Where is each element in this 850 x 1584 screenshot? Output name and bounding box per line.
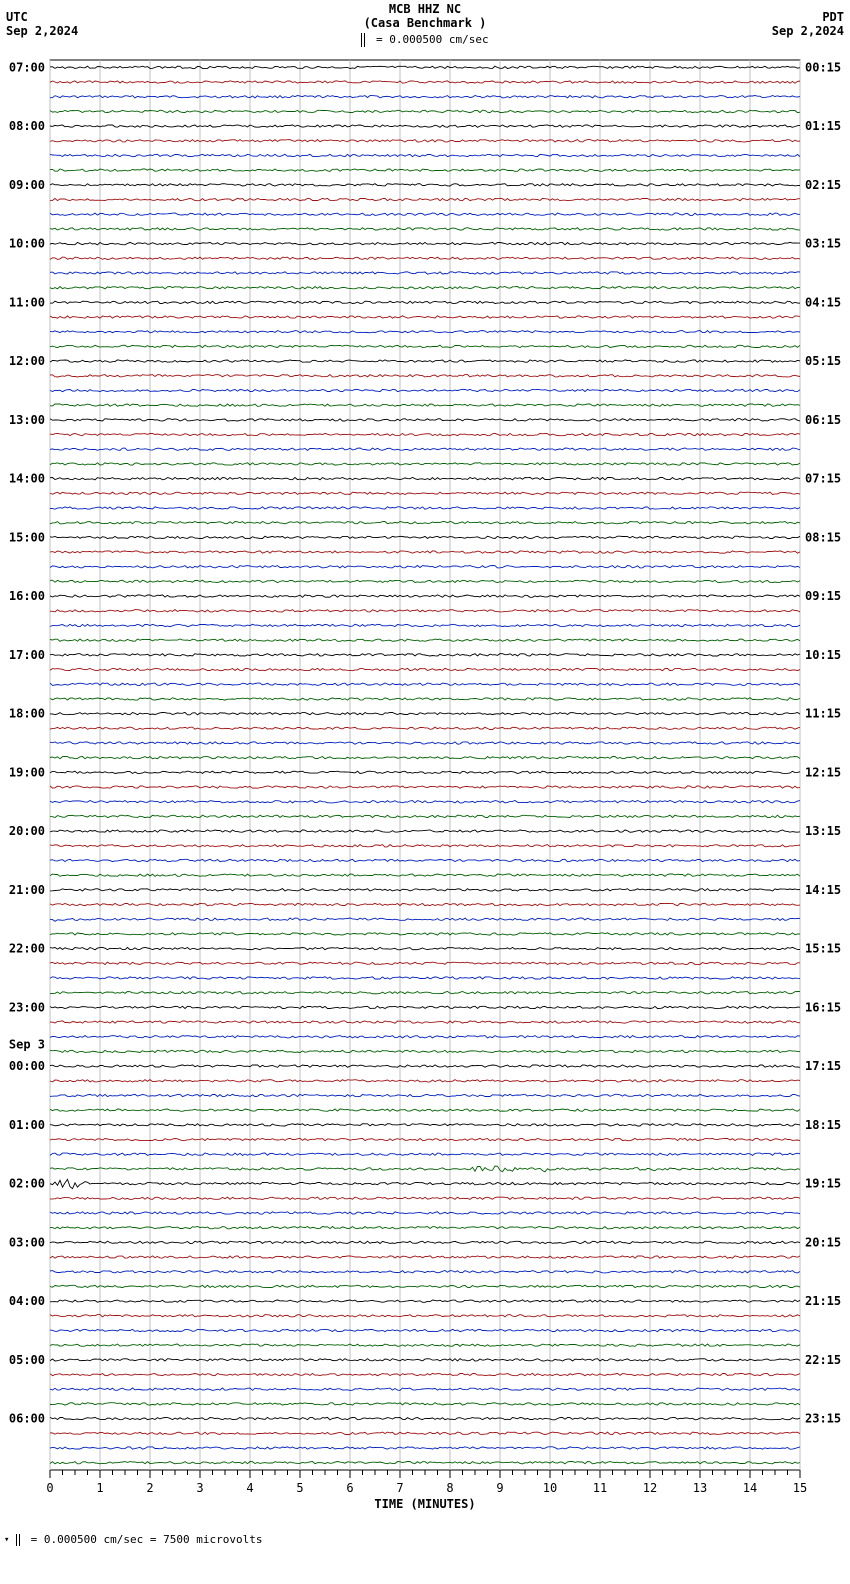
svg-text:0: 0 [46,1481,53,1495]
svg-text:02:00: 02:00 [9,1177,45,1191]
svg-text:15:00: 15:00 [9,530,45,544]
svg-text:17:15: 17:15 [805,1059,841,1073]
svg-text:02:15: 02:15 [805,178,841,192]
footer-scale-bar-icon [16,1534,20,1546]
svg-text:11: 11 [593,1481,607,1495]
svg-text:23:00: 23:00 [9,1000,45,1014]
svg-text:05:00: 05:00 [9,1353,45,1367]
svg-text:12:00: 12:00 [9,354,45,368]
svg-text:9: 9 [496,1481,503,1495]
footer: ▾ = 0.000500 cm/sec = 7500 microvolts [0,1533,850,1546]
tz-right: PDT [772,10,844,24]
svg-text:19:15: 19:15 [805,1177,841,1191]
footer-text: = 0.000500 cm/sec = 7500 microvolts [31,1533,263,1546]
svg-text:4: 4 [246,1481,253,1495]
svg-text:03:15: 03:15 [805,237,841,251]
svg-text:06:15: 06:15 [805,413,841,427]
scale-indicator: = 0.000500 cm/sec [0,33,850,47]
svg-text:13:15: 13:15 [805,824,841,838]
svg-text:07:15: 07:15 [805,472,841,486]
svg-text:13:00: 13:00 [9,413,45,427]
svg-text:01:00: 01:00 [9,1118,45,1132]
header-center: MCB HHZ NC (Casa Benchmark ) [0,2,850,30]
svg-text:7: 7 [396,1481,403,1495]
svg-text:04:00: 04:00 [9,1294,45,1308]
svg-text:08:00: 08:00 [9,119,45,133]
svg-text:17:00: 17:00 [9,648,45,662]
svg-text:21:15: 21:15 [805,1294,841,1308]
svg-text:14:15: 14:15 [805,883,841,897]
svg-text:05:15: 05:15 [805,354,841,368]
seismogram-svg: 0123456789101112131415TIME (MINUTES)07:0… [0,55,850,1525]
svg-text:3: 3 [196,1481,203,1495]
svg-text:23:15: 23:15 [805,1412,841,1426]
svg-text:18:15: 18:15 [805,1118,841,1132]
svg-text:10:15: 10:15 [805,648,841,662]
svg-text:5: 5 [296,1481,303,1495]
svg-text:06:00: 06:00 [9,1412,45,1426]
svg-text:6: 6 [346,1481,353,1495]
svg-text:10:00: 10:00 [9,237,45,251]
svg-text:20:15: 20:15 [805,1235,841,1249]
svg-text:09:00: 09:00 [9,178,45,192]
svg-text:20:00: 20:00 [9,824,45,838]
svg-text:00:00: 00:00 [9,1059,45,1073]
header-right: PDT Sep 2,2024 [772,10,844,38]
svg-text:14:00: 14:00 [9,472,45,486]
svg-text:07:00: 07:00 [9,60,45,74]
svg-text:19:00: 19:00 [9,765,45,779]
svg-text:TIME (MINUTES): TIME (MINUTES) [374,1497,475,1511]
svg-text:22:00: 22:00 [9,942,45,956]
svg-text:2: 2 [146,1481,153,1495]
footer-tick-icon: ▾ [4,1535,9,1545]
svg-text:01:15: 01:15 [805,119,841,133]
svg-text:15: 15 [793,1481,807,1495]
seismogram-plot: 0123456789101112131415TIME (MINUTES)07:0… [0,55,850,1525]
svg-text:15:15: 15:15 [805,942,841,956]
header: UTC Sep 2,2024 MCB HHZ NC (Casa Benchmar… [0,0,850,55]
scale-bar-icon [361,33,365,47]
svg-text:8: 8 [446,1481,453,1495]
svg-text:00:15: 00:15 [805,60,841,74]
svg-text:08:15: 08:15 [805,530,841,544]
svg-text:12:15: 12:15 [805,765,841,779]
svg-text:11:15: 11:15 [805,707,841,721]
svg-text:04:15: 04:15 [805,295,841,309]
svg-text:10: 10 [543,1481,557,1495]
date-right: Sep 2,2024 [772,24,844,38]
svg-text:16:15: 16:15 [805,1000,841,1014]
svg-text:16:00: 16:00 [9,589,45,603]
svg-text:22:15: 22:15 [805,1353,841,1367]
title-1: MCB HHZ NC [0,2,850,16]
svg-text:21:00: 21:00 [9,883,45,897]
title-2: (Casa Benchmark ) [0,16,850,30]
svg-text:18:00: 18:00 [9,707,45,721]
svg-text:12: 12 [643,1481,657,1495]
svg-text:11:00: 11:00 [9,295,45,309]
scale-text: = 0.000500 cm/sec [376,33,489,46]
svg-text:Sep 3: Sep 3 [9,1037,45,1051]
svg-text:1: 1 [96,1481,103,1495]
svg-text:03:00: 03:00 [9,1235,45,1249]
svg-text:14: 14 [743,1481,757,1495]
svg-text:13: 13 [693,1481,707,1495]
svg-text:09:15: 09:15 [805,589,841,603]
